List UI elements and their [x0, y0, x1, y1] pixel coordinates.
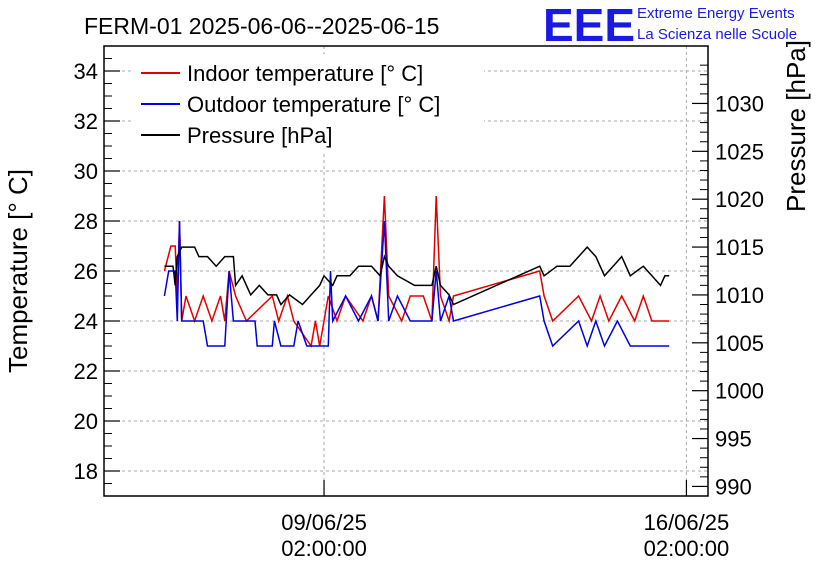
- left-tick-label: 22: [74, 359, 98, 384]
- right-tick-label: 1005: [715, 331, 764, 356]
- right-tick-label: 1015: [715, 235, 764, 260]
- left-tick-label: 20: [74, 409, 98, 434]
- series-line-2: [163, 220, 670, 349]
- x-tick-label-time: 02:00:00: [644, 536, 730, 561]
- right-tick-label: 1000: [715, 379, 764, 404]
- left-tick-label: 32: [74, 109, 98, 134]
- left-tick-label: 18: [74, 459, 98, 484]
- legend-background: [134, 54, 484, 151]
- series-layer: [163, 195, 670, 349]
- right-tick-label: 1010: [715, 283, 764, 308]
- x-tick-label-date: 16/06/25: [644, 510, 730, 535]
- right-tick-label: 1020: [715, 187, 764, 212]
- right-axis: 990 995 1000 1005 1010 1015 1020 1025 1030: [692, 45, 764, 499]
- right-tick-label: 1025: [715, 139, 764, 164]
- left-tick-label: 34: [74, 59, 98, 84]
- right-tick-label: 1030: [715, 91, 764, 116]
- legend-label-3: Pressure [hPa]: [187, 123, 333, 148]
- legend-label-1: Indoor temperature [° C]: [187, 61, 423, 86]
- right-axis-title: Pressure [hPa]: [781, 40, 811, 212]
- left-tick-label: 30: [74, 159, 98, 184]
- left-tick-label: 24: [74, 309, 98, 334]
- chart-title: FERM-01 2025-06-06--2025-06-15: [84, 13, 439, 39]
- eee-logo-line2: La Scienza nelle Scuole: [637, 26, 797, 43]
- right-tick-label: 995: [715, 427, 752, 452]
- left-tick-label: 28: [74, 209, 98, 234]
- legend-label-2: Outdoor temperature [° C]: [187, 92, 440, 117]
- right-tick-label: 990: [715, 474, 752, 499]
- eee-logo-line1: Extreme Energy Events: [637, 5, 795, 22]
- x-tick-label-time: 02:00:00: [281, 536, 367, 561]
- x-tick-label-date: 09/06/25: [281, 510, 367, 535]
- eee-logo-mark: EEE: [543, 0, 635, 51]
- series-line-3: [164, 245, 670, 306]
- left-axis: 18 20 22 24 26 28 30 32 34: [74, 45, 120, 497]
- legend: Indoor temperature [° C] Outdoor temperat…: [141, 61, 440, 148]
- left-tick-label: 26: [74, 259, 98, 284]
- eee-logo: EEE Extreme Energy Events La Scienza nel…: [543, 0, 797, 51]
- left-axis-title: Temperature [° C]: [3, 169, 33, 373]
